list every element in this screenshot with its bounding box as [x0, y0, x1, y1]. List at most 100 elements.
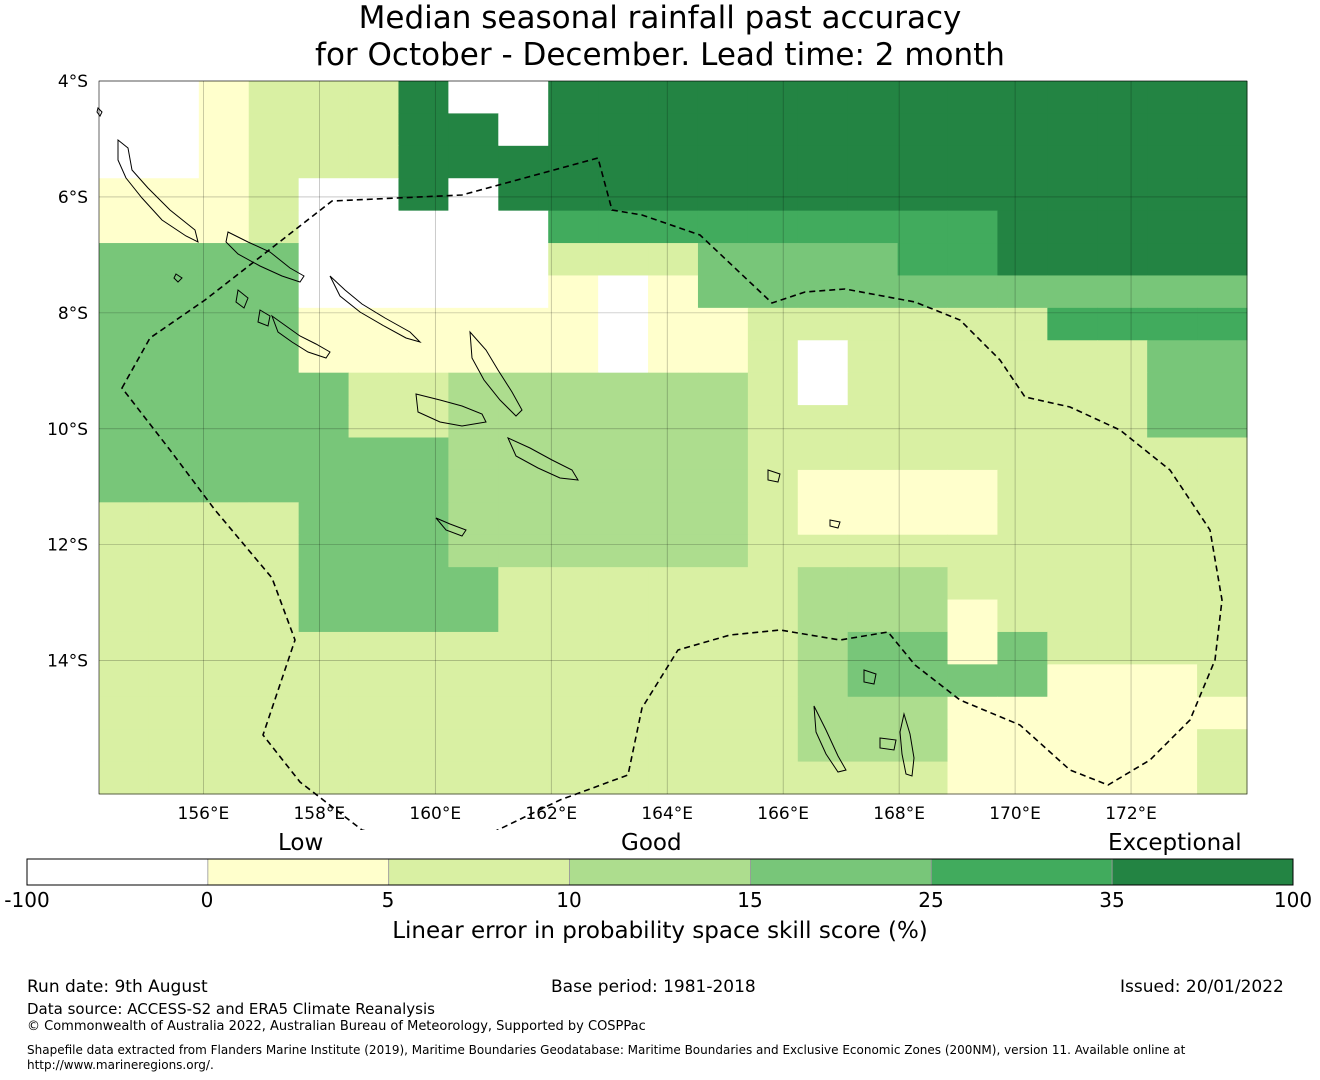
- skill-cell: [847, 178, 899, 212]
- skill-cell: [148, 437, 200, 471]
- skill-cell: [398, 275, 449, 309]
- colorbar-swatch: [388, 858, 570, 886]
- skill-cell: [548, 664, 599, 698]
- skill-cell: [1097, 761, 1148, 795]
- skill-cell: [298, 243, 350, 276]
- skill-cell: [747, 145, 799, 179]
- skill-cell: [1097, 178, 1148, 212]
- skill-cell: [847, 599, 899, 633]
- skill-cell: [498, 81, 549, 114]
- colorbar-frame: [26, 858, 1294, 886]
- skill-cell: [548, 405, 599, 438]
- skill-cell: [99, 210, 150, 244]
- skill-cell: [1047, 469, 1098, 503]
- skill-cell: [947, 113, 998, 147]
- skill-cell: [448, 437, 499, 471]
- skill-cell: [448, 631, 499, 665]
- skill-cell: [747, 729, 799, 763]
- skill-cell: [947, 405, 998, 438]
- skill-cell: [398, 340, 449, 374]
- island-outline: [879, 737, 897, 751]
- latitude-label: 8°S: [58, 304, 88, 324]
- skill-cell: [1197, 534, 1248, 568]
- skill-cell: [298, 664, 350, 698]
- skill-cell: [1147, 761, 1198, 795]
- skill-cell: [747, 631, 799, 665]
- skill-cell: [448, 81, 499, 114]
- skill-cell: [248, 113, 300, 147]
- skill-cell: [548, 113, 599, 147]
- skill-cell: [797, 567, 849, 601]
- skill-cell: [448, 307, 499, 341]
- skill-cell: [148, 599, 200, 633]
- skill-cell: [697, 113, 749, 147]
- skill-cell: [797, 729, 849, 763]
- skill-cell: [298, 437, 350, 471]
- skill-cell: [1047, 81, 1098, 114]
- skill-cell: [298, 502, 350, 536]
- skill-cell: [348, 145, 399, 179]
- skill-cell: [598, 372, 649, 406]
- skill-cell: [99, 307, 150, 341]
- skill-cell: [548, 502, 599, 536]
- skill-cell: [348, 210, 399, 244]
- skill-cell: [548, 599, 599, 633]
- longitude-label: 158°E: [293, 804, 345, 824]
- colorbar-tick: 25: [918, 888, 944, 912]
- skill-cell: [298, 340, 350, 374]
- skill-cell: [448, 372, 499, 406]
- skill-cell: [1097, 534, 1148, 568]
- skill-cell: [648, 664, 699, 698]
- skill-cell: [148, 567, 200, 601]
- skill-cell: [99, 664, 150, 698]
- skill-cell: [298, 113, 350, 147]
- skill-cell: [248, 631, 300, 665]
- skill-cell: [997, 502, 1048, 536]
- skill-cell: [897, 243, 949, 276]
- skill-cell: [1097, 243, 1148, 276]
- skill-cell: [348, 275, 399, 309]
- category-exceptional: Exceptional: [1108, 830, 1242, 856]
- skill-cell: [997, 437, 1048, 471]
- skill-cell: [1147, 567, 1198, 601]
- skill-cell: [1197, 469, 1248, 503]
- skill-cell: [448, 405, 499, 438]
- skill-cell: [847, 437, 899, 471]
- skill-cell: [947, 534, 998, 568]
- skill-cell: [747, 210, 799, 244]
- skill-cell: [398, 599, 449, 633]
- skill-cell: [548, 567, 599, 601]
- skill-cell: [947, 696, 998, 730]
- island-outline: [270, 314, 331, 359]
- skill-cell: [99, 243, 150, 276]
- run-date: Run date: 9th August: [27, 977, 208, 997]
- latitude-label: 6°S: [58, 188, 88, 208]
- skill-cell: [747, 437, 799, 471]
- colorbar-tick: 5: [381, 888, 395, 912]
- skill-cell: [448, 210, 499, 244]
- skill-cell: [99, 81, 150, 114]
- skill-cell: [947, 469, 998, 503]
- skill-cell: [548, 372, 599, 406]
- skill-cell: [697, 664, 749, 698]
- skill-cell: [947, 631, 998, 665]
- skill-cell: [498, 729, 549, 763]
- skill-cell: [997, 729, 1048, 763]
- skill-cell: [198, 372, 250, 406]
- skill-cell: [298, 81, 350, 114]
- skill-cell: [947, 729, 998, 763]
- skill-cell: [298, 696, 350, 730]
- skill-cell: [498, 405, 549, 438]
- base-period: Base period: 1981-2018: [551, 977, 756, 997]
- skill-cell: [1097, 307, 1148, 341]
- colorbar-tick: 15: [737, 888, 763, 912]
- skill-cell: [1047, 372, 1098, 406]
- skill-cell: [448, 178, 499, 212]
- skill-cell: [198, 599, 250, 633]
- skill-cell: [198, 696, 250, 730]
- skill-cell: [947, 567, 998, 601]
- skill-cell: [1197, 696, 1248, 730]
- skill-cell: [847, 145, 899, 179]
- skill-cell: [648, 696, 699, 730]
- skill-cell: [1047, 113, 1098, 147]
